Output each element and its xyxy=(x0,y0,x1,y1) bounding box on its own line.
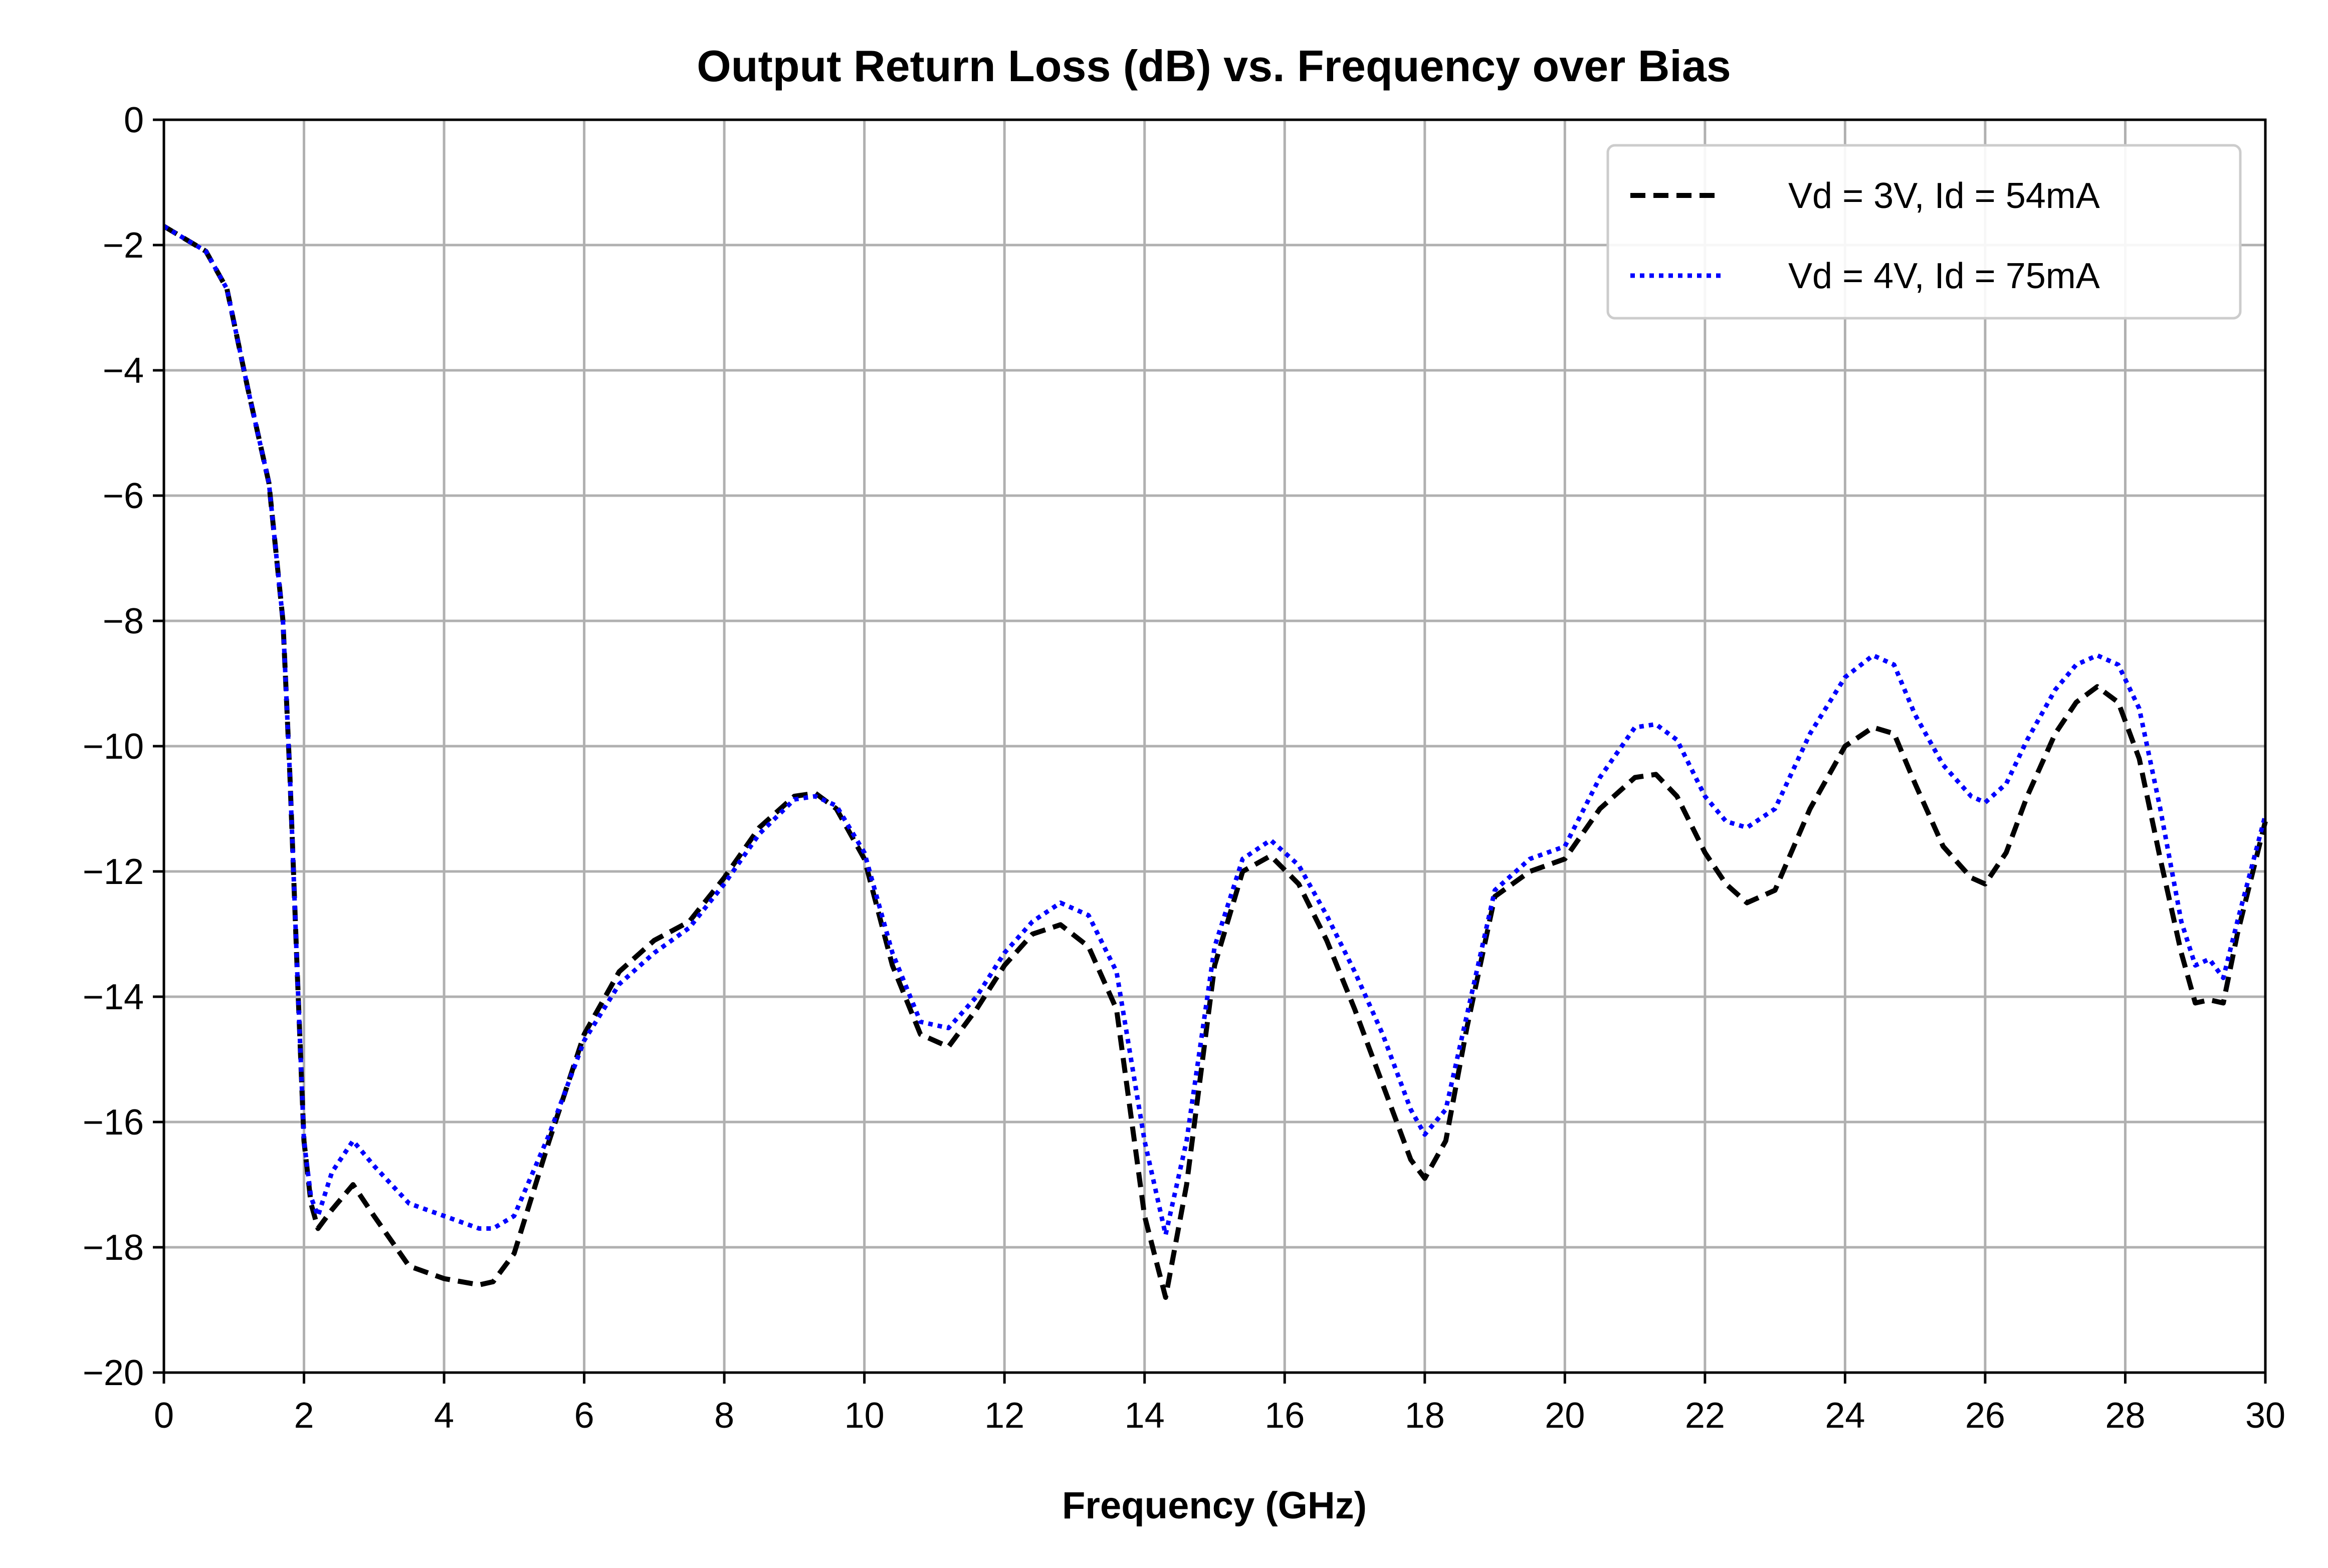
x-tick-label: 10 xyxy=(844,1396,885,1436)
x-axis-label: Frequency (GHz) xyxy=(1062,1484,1367,1527)
series-line-2 xyxy=(162,224,2268,1237)
x-tick-label: 20 xyxy=(1545,1396,1585,1436)
y-tick-label: −12 xyxy=(83,852,144,892)
series-layer xyxy=(162,224,2268,1300)
y-tick-label: −20 xyxy=(83,1353,144,1393)
x-tick-label: 16 xyxy=(1264,1396,1305,1436)
y-tick-label: −16 xyxy=(83,1102,144,1143)
x-tick-label: 28 xyxy=(2105,1396,2145,1436)
y-tick-label: −18 xyxy=(83,1228,144,1268)
y-tick-label: −4 xyxy=(103,351,144,391)
x-tick-label: 0 xyxy=(154,1396,174,1436)
x-tick-label: 22 xyxy=(1685,1396,1725,1436)
x-tick-label: 8 xyxy=(714,1396,734,1436)
legend: Vd = 3V, Id = 54mA Vd = 4V, Id = 75mA xyxy=(1606,144,2242,320)
x-tick-label: 4 xyxy=(434,1396,454,1436)
x-tick-label: 26 xyxy=(1965,1396,2005,1436)
x-tick-label: 2 xyxy=(294,1396,314,1436)
y-tick-label: −2 xyxy=(103,226,144,266)
x-tick-label: 12 xyxy=(984,1396,1024,1436)
legend-box xyxy=(1606,144,2242,320)
y-tick-label: −14 xyxy=(83,977,144,1017)
x-tick-label: 6 xyxy=(574,1396,594,1436)
y-axis-ticks: 0 −2 −4 −6 −8 −10 −12 −14 −16 −18 −20 xyxy=(83,100,164,1393)
x-tick-label: 24 xyxy=(1825,1396,1865,1436)
series-line-1 xyxy=(162,224,2268,1300)
x-axis-ticks: 0 2 4 6 8 10 12 14 16 18 20 22 24 26 28 30 xyxy=(154,1373,2285,1436)
y-tick-label: −8 xyxy=(103,601,144,641)
legend-label-2: Vd = 4V, Id = 75mA xyxy=(1788,256,2100,296)
x-tick-label: 18 xyxy=(1405,1396,1445,1436)
legend-label-1: Vd = 3V, Id = 54mA xyxy=(1788,176,2100,216)
y-tick-label: −6 xyxy=(103,476,144,516)
y-tick-label: −10 xyxy=(83,727,144,767)
x-tick-label: 14 xyxy=(1125,1396,1165,1436)
grid-lines xyxy=(162,118,2267,1374)
x-tick-label: 30 xyxy=(2245,1396,2285,1436)
chart-title: Output Return Loss (dB) vs. Frequency ov… xyxy=(697,41,1731,91)
y-tick-label: 0 xyxy=(124,100,144,140)
